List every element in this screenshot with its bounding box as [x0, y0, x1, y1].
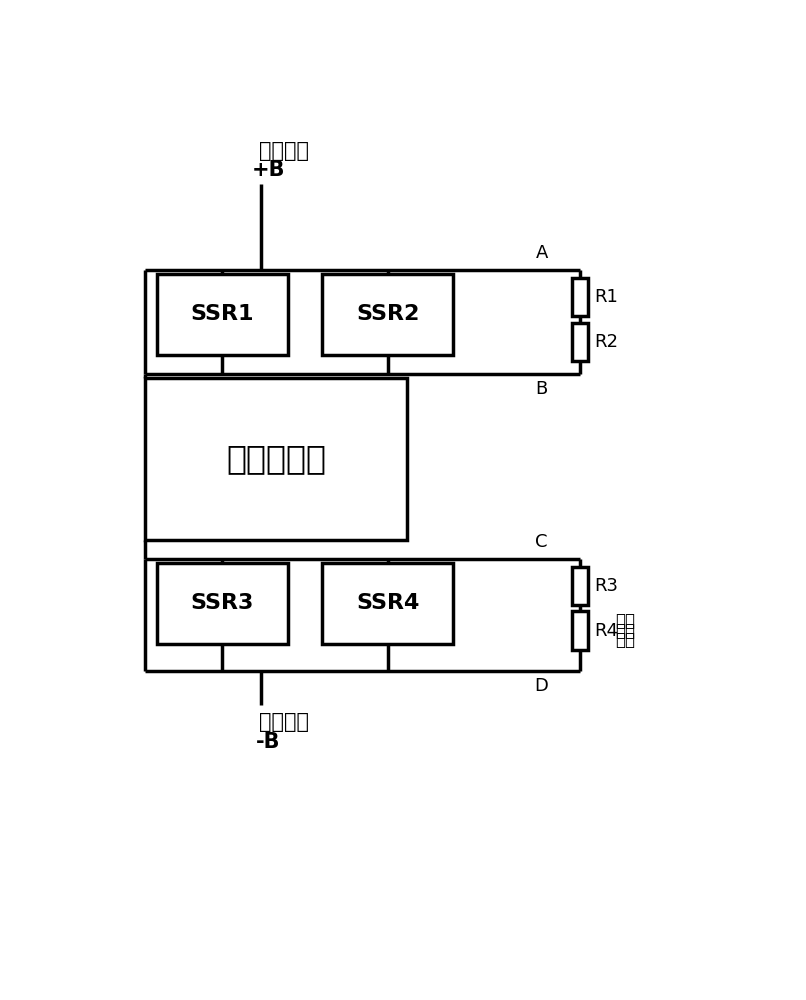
Text: B: B — [535, 380, 548, 398]
Text: R1: R1 — [594, 288, 618, 306]
Text: C: C — [535, 533, 548, 551]
Bar — [322, 563, 453, 644]
Text: 流检: 流检 — [615, 622, 635, 640]
Bar — [156, 563, 288, 644]
Text: 漏电: 漏电 — [615, 612, 635, 630]
Text: SSR3: SSR3 — [190, 593, 254, 613]
Text: A: A — [535, 244, 548, 262]
Bar — [572, 567, 588, 605]
Bar — [572, 278, 588, 316]
Text: 地面电源: 地面电源 — [259, 141, 309, 161]
Bar — [572, 611, 588, 650]
Text: R3: R3 — [594, 577, 618, 595]
Text: 测端: 测端 — [615, 631, 635, 649]
Text: R2: R2 — [594, 333, 618, 351]
Bar — [572, 323, 588, 361]
Text: SSR4: SSR4 — [356, 593, 419, 613]
Text: R4: R4 — [594, 622, 618, 640]
Text: 地面电源: 地面电源 — [259, 712, 309, 732]
Text: +B: +B — [251, 160, 285, 180]
Bar — [156, 274, 288, 355]
Bar — [145, 378, 407, 540]
Text: SSR1: SSR1 — [190, 304, 254, 324]
Text: 火工品负载: 火工品负载 — [226, 442, 326, 475]
Bar — [322, 274, 453, 355]
Text: SSR2: SSR2 — [356, 304, 419, 324]
Text: -B: -B — [256, 732, 280, 752]
Text: D: D — [534, 677, 549, 695]
